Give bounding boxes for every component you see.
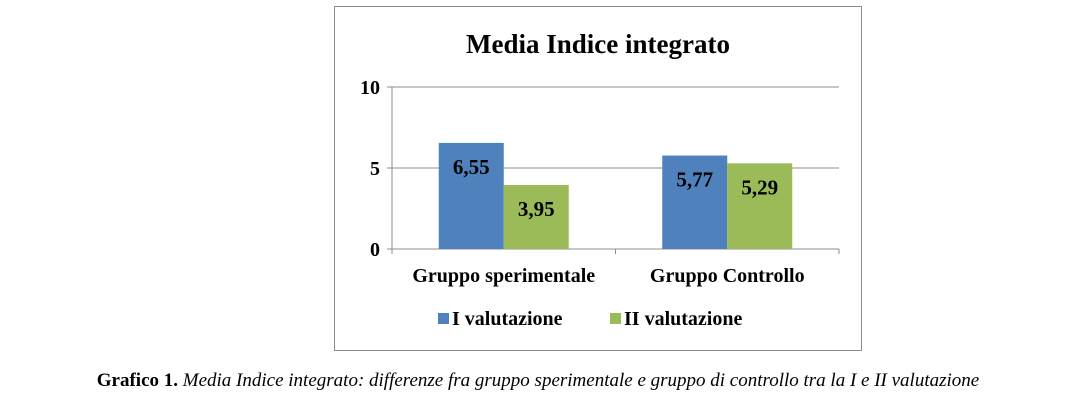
bar (662, 155, 728, 249)
figure-caption: Grafico 1. Media Indice integrato: diffe… (0, 370, 1076, 392)
bar-data-label: 3,95 (518, 197, 555, 221)
legend-label: I valutazione (452, 308, 563, 330)
chart-frame: Media Indice integrato 0 5 10 6,55 3,95 Grupp… (334, 6, 862, 351)
caption-label: Grafico 1. (96, 370, 179, 391)
bar-chart: Media Indice integrato 0 5 10 6,55 3,95 Grupp… (360, 29, 840, 330)
legend-label: II valutazione (624, 308, 742, 330)
bar (727, 163, 793, 249)
y-tick-label: 10 (360, 77, 380, 99)
bar-data-label: 5,77 (676, 168, 713, 192)
y-tick-label: 5 (370, 158, 380, 180)
x-category-label: Gruppo Controllo (650, 265, 805, 287)
bar (503, 185, 569, 249)
x-category-label: Gruppo sperimentale (412, 265, 595, 287)
legend-swatch (438, 313, 449, 324)
bar-data-label: 6,55 (453, 155, 490, 179)
bar (438, 142, 504, 249)
chart-title: Media Indice integrato (466, 29, 730, 59)
caption-text: Media Indice integrato: differenze fra g… (182, 370, 980, 391)
plot-area: 0 5 10 6,55 3,95 Gruppo sperimentale 5,77 5,29 G… (360, 77, 840, 330)
bar-data-label: 5,29 (741, 175, 778, 199)
y-tick-label: 0 (370, 239, 380, 261)
legend-swatch (610, 313, 621, 324)
